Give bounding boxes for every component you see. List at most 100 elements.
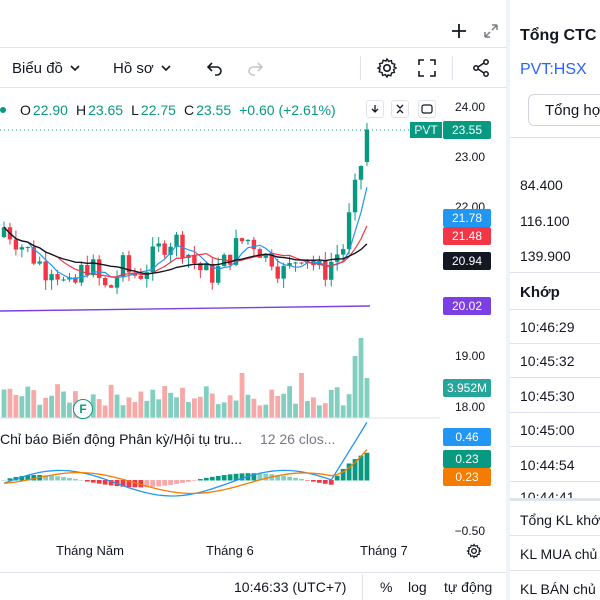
price-tick: 23.00 xyxy=(454,150,485,164)
profile-label: Hồ sơ xyxy=(113,59,154,77)
chart-toolbar: Biểu đồ Hồ sơ xyxy=(0,48,506,88)
percent-toggle[interactable]: % xyxy=(380,579,393,595)
volume-bar xyxy=(322,403,328,418)
price-tick: 24.00 xyxy=(454,100,485,114)
ohlc-open: 22.90 xyxy=(32,102,68,118)
volume-bar xyxy=(108,384,114,418)
financial-event-icon[interactable]: F xyxy=(73,399,93,419)
volume-bar xyxy=(340,405,346,418)
gear-icon[interactable] xyxy=(374,55,400,81)
candle-body xyxy=(204,263,209,271)
clock-label[interactable]: 10:46:33 (UTC+7) xyxy=(234,579,347,595)
ohlc-o-label: O xyxy=(20,102,31,118)
ohlc-high: 23.65 xyxy=(88,102,124,118)
fullscreen-icon[interactable] xyxy=(414,55,440,81)
profile-dropdown[interactable]: Hồ sơ xyxy=(113,48,172,88)
candle-body xyxy=(1,227,7,237)
volume-bar xyxy=(120,405,126,418)
time-label: Tháng 7 xyxy=(360,543,408,558)
chart-panel: Biểu đồ Hồ sơ xyxy=(0,0,508,600)
candle-body xyxy=(31,247,36,264)
ohlc-change: +0.60 (+2.61%) xyxy=(239,102,336,118)
volume-bar xyxy=(168,392,173,418)
candle-body xyxy=(329,261,334,280)
macd-hist-bar xyxy=(239,473,245,481)
macd-hist-bar xyxy=(340,468,346,481)
price-tick: −0.50 xyxy=(454,524,485,538)
volume-bar xyxy=(227,395,233,418)
candle-body xyxy=(102,278,108,286)
macd-hist-bar xyxy=(168,480,173,485)
side-title: Tổng CTC xyxy=(520,27,597,44)
candle-body xyxy=(263,254,268,258)
time-label: Tháng 6 xyxy=(206,543,254,558)
volume-bar xyxy=(37,404,43,418)
settings-icon[interactable] xyxy=(464,541,484,561)
candle-body xyxy=(91,259,96,276)
summary-tab-button[interactable]: Tổng hợ xyxy=(528,94,600,126)
candle-body xyxy=(335,254,340,262)
volume-bar xyxy=(126,397,132,418)
candle-body xyxy=(293,262,298,264)
share-icon[interactable] xyxy=(468,55,494,81)
side-separator xyxy=(510,570,600,571)
macd-lines xyxy=(3,422,368,497)
macd-hist-bar xyxy=(334,475,340,481)
log-toggle[interactable]: log xyxy=(408,579,427,595)
candle-body xyxy=(299,262,304,264)
collapse-icon[interactable] xyxy=(391,100,409,118)
candle-body xyxy=(138,275,144,279)
volume-bar xyxy=(334,387,340,418)
maximize-pane-icon[interactable] xyxy=(418,100,436,118)
bottom-bar: 10:46:33 (UTC+7) % log tự động xyxy=(0,572,506,600)
volume-bar xyxy=(346,394,352,418)
level-value: 84.400 xyxy=(520,177,563,193)
volume-bar xyxy=(233,400,239,418)
redo-icon[interactable] xyxy=(244,57,266,79)
volume-bar xyxy=(162,386,168,418)
volume-bar xyxy=(174,397,179,418)
arrow-down-icon[interactable] xyxy=(366,100,384,118)
macd-hist-bar xyxy=(328,480,334,485)
level-value: 116.100 xyxy=(520,213,570,229)
macd-hist-bar xyxy=(150,480,156,487)
volume-bar xyxy=(102,405,108,418)
add-icon[interactable] xyxy=(448,20,470,42)
ohlc-low: 22.75 xyxy=(140,102,176,118)
side-symbol-link[interactable]: PVT:HSX xyxy=(520,61,587,78)
price-chart[interactable] xyxy=(0,88,440,538)
macd-hist-bar xyxy=(55,476,60,481)
macd-hist-bar xyxy=(96,480,102,484)
macd-hist-bar xyxy=(299,478,304,481)
macd-hist-bar xyxy=(257,473,263,481)
candles xyxy=(1,122,370,295)
macd-hist-bar xyxy=(90,480,96,483)
candle-body xyxy=(85,264,90,276)
indicator-title[interactable]: Chỉ báo Biến động Phân kỳ/Hội tụ tru... … xyxy=(0,431,335,447)
volume-bar xyxy=(132,401,138,418)
chart-type-dropdown[interactable]: Biểu đồ xyxy=(12,48,81,88)
auto-toggle[interactable]: tự động xyxy=(444,579,493,595)
candle-body xyxy=(13,239,19,250)
macd-hist-bar xyxy=(1,480,7,481)
panel-divider[interactable] xyxy=(506,0,512,600)
symbol-tag: PVT xyxy=(410,122,442,138)
candle-body xyxy=(287,262,292,266)
volume-bar xyxy=(328,389,334,418)
ohlc-close: 23.55 xyxy=(196,102,232,118)
macd-hist-bar xyxy=(275,474,281,481)
macd-hist-bar xyxy=(31,475,37,481)
macd-hist-bar xyxy=(7,478,13,481)
expand-icon[interactable] xyxy=(480,20,502,42)
volume-bar xyxy=(55,384,60,418)
candle-body xyxy=(364,129,370,162)
macd-tag: 0.46 xyxy=(443,428,491,446)
macd-hist-bar xyxy=(215,475,221,481)
volume-bar xyxy=(49,395,54,418)
macd-hist-bar xyxy=(78,479,84,481)
macd-hist-bar xyxy=(346,463,352,481)
volume-bar xyxy=(358,338,364,418)
candle-body xyxy=(162,243,167,255)
undo-icon[interactable] xyxy=(204,57,226,79)
volume-bar xyxy=(67,402,72,418)
